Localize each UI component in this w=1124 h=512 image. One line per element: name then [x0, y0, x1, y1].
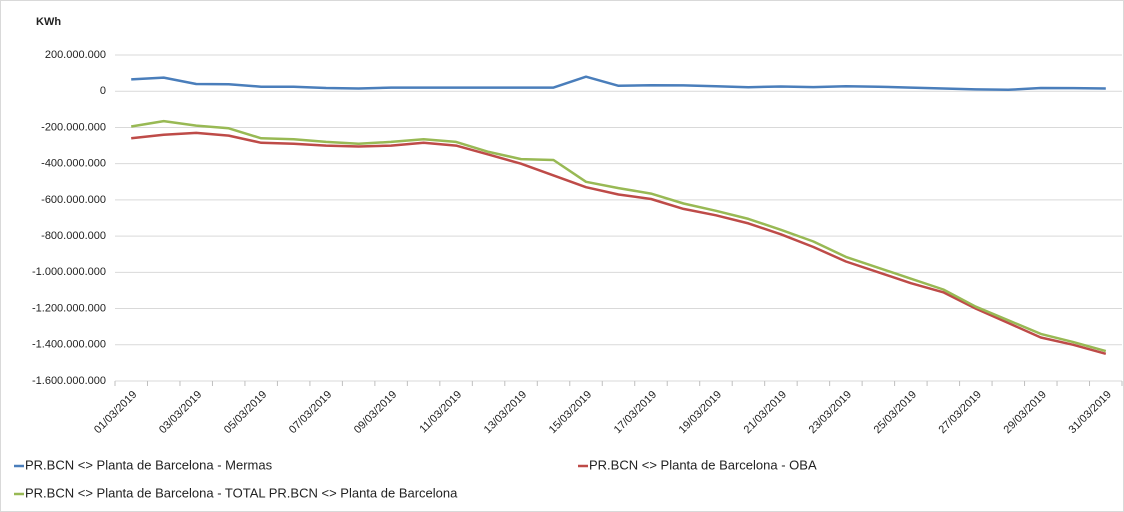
- y-tick-label: 200.000.000: [45, 49, 106, 61]
- series-line: [131, 75, 1106, 92]
- legend-label: PR.BCN <> Planta de Barcelona - Mermas: [25, 457, 273, 472]
- y-tick-label: 0: [100, 85, 106, 97]
- y-tick-label: -1.000.000.000: [32, 266, 106, 278]
- legend-label: PR.BCN <> Planta de Barcelona - OBA: [589, 457, 817, 472]
- y-axis-label: KWh: [36, 16, 61, 28]
- legend-label: PR.BCN <> Planta de Barcelona - TOTAL PR…: [25, 485, 458, 500]
- y-tick-label: -1.400.000.000: [32, 339, 106, 351]
- series-line: [131, 131, 1107, 356]
- series-line: [130, 119, 1107, 353]
- y-tick-label: -800.000.000: [41, 230, 106, 242]
- y-tick-label: -1.600.000.000: [32, 375, 106, 387]
- y-tick-label: -600.000.000: [41, 194, 106, 206]
- y-tick-label: -1.200.000.000: [32, 302, 106, 314]
- y-tick-label: -400.000.000: [41, 158, 106, 170]
- y-tick-label: -200.000.000: [41, 121, 106, 133]
